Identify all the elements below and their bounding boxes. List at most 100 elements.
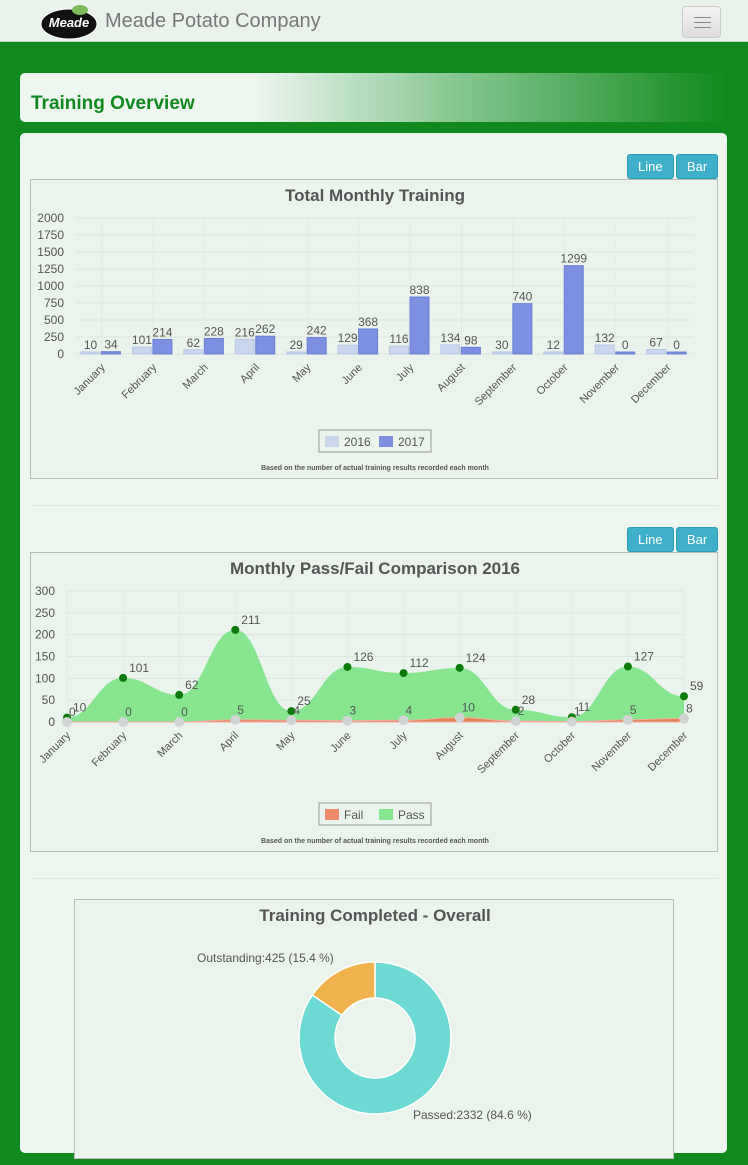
point-fail <box>679 713 689 724</box>
data-label: 1 <box>574 705 581 719</box>
bar-2016 <box>646 348 667 355</box>
chart1-line-button[interactable]: Line <box>627 154 674 179</box>
point-fail <box>510 716 521 727</box>
bar-2017 <box>512 303 533 355</box>
pie-slice-passed <box>298 961 452 1115</box>
bar-2017 <box>152 338 173 355</box>
legend <box>318 802 432 826</box>
point-fail <box>398 715 409 726</box>
data-label: 116 <box>389 332 408 346</box>
bar-2017 <box>563 265 584 355</box>
bar-2016 <box>286 351 307 355</box>
data-label: 0 <box>622 338 629 352</box>
point-pass <box>287 707 296 716</box>
bar-2017 <box>409 296 430 355</box>
data-label: 0 <box>125 705 132 719</box>
data-label: 62 <box>185 678 199 692</box>
legend-swatch <box>325 436 339 447</box>
chart-subtitle: Based on the number of actual training r… <box>261 465 489 472</box>
data-label: 10 <box>73 701 87 715</box>
data-label: 101 <box>129 661 149 675</box>
x-tick-label: November <box>578 361 623 406</box>
data-label: 214 <box>152 325 172 339</box>
navbar: Meade Meade Potato Company <box>0 0 748 42</box>
bar-2017 <box>615 351 636 355</box>
data-label: 740 <box>512 290 532 304</box>
data-label: 8 <box>686 702 693 716</box>
brand-name[interactable]: Meade Potato Company <box>105 10 321 32</box>
company-logo[interactable]: Meade <box>40 4 100 40</box>
data-label: 11 <box>578 700 591 714</box>
y-tick-label: 1500 <box>37 245 64 259</box>
data-label: 126 <box>353 650 373 664</box>
data-label: 112 <box>410 656 429 670</box>
x-tick-label: December <box>646 729 691 774</box>
point-pass <box>343 662 352 671</box>
data-label: 242 <box>307 324 327 338</box>
data-label: 5 <box>237 703 244 717</box>
y-tick-label: 300 <box>35 584 55 598</box>
x-tick-label: March <box>181 362 211 392</box>
point-pass <box>399 669 408 678</box>
page-title: Training Overview <box>31 93 195 114</box>
data-label: 132 <box>595 331 615 345</box>
y-tick-label: 200 <box>35 628 55 642</box>
bar-2017 <box>203 337 224 355</box>
point-pass <box>623 662 632 671</box>
point-fail <box>286 715 297 726</box>
bar-2016 <box>491 351 512 355</box>
x-tick-label: May <box>290 361 314 385</box>
data-label: 98 <box>464 333 478 347</box>
x-tick-label: February <box>90 729 130 769</box>
y-tick-label: 500 <box>44 313 64 327</box>
chart-title: Monthly Pass/Fail Comparison 2016 <box>230 559 520 578</box>
bar-2016 <box>183 349 204 355</box>
page-header: Training Overview <box>20 73 727 122</box>
data-label: 0 <box>673 338 680 352</box>
x-tick-label: October <box>534 361 570 397</box>
chart2-bar-button[interactable]: Bar <box>676 527 719 552</box>
y-tick-label: 1250 <box>37 262 64 276</box>
point-pass <box>680 692 688 701</box>
bar-2017 <box>101 351 121 355</box>
bar-2017 <box>306 337 327 355</box>
x-tick-label: June <box>328 730 353 755</box>
bar-2016 <box>543 351 564 355</box>
chart1-bar-button[interactable]: Bar <box>676 154 719 179</box>
bar-2017 <box>255 335 276 355</box>
data-label: 25 <box>297 694 311 708</box>
data-label: 2 <box>518 704 525 718</box>
pass-fail-chart: Monthly Pass/Fail Comparison 2016 0 50 100 1… <box>30 552 718 852</box>
x-tick-label: February <box>120 361 160 401</box>
pie-label-passed: Passed:2332 (84.6 %) <box>413 1108 532 1122</box>
x-tick-label: April <box>217 730 241 754</box>
data-label: 368 <box>358 315 378 329</box>
data-label: 134 <box>440 331 460 345</box>
x-tick-label: September <box>475 729 522 776</box>
x-tick-label: August <box>433 730 466 763</box>
legend-swatch <box>379 809 393 820</box>
data-label: 127 <box>634 650 654 664</box>
area-pass <box>67 629 684 722</box>
menu-toggle-button[interactable] <box>682 6 721 38</box>
point-fail <box>174 717 185 727</box>
legend-swatch <box>325 809 339 820</box>
x-tick-label: September <box>473 361 520 408</box>
data-label: 0 <box>69 705 76 719</box>
point-pass <box>175 690 184 699</box>
chart-title: Total Monthly Training <box>285 186 465 205</box>
data-label: 262 <box>255 322 275 336</box>
y-tick-label: 150 <box>35 650 55 664</box>
data-label: 0 <box>181 705 188 719</box>
svg-text:Meade: Meade <box>49 15 89 30</box>
y-tick-label: 250 <box>35 606 55 620</box>
legend-label: 2016 <box>344 435 371 449</box>
data-label: 10 <box>84 338 98 352</box>
pie-slice-outstanding <box>311 961 376 1017</box>
y-tick-label: 250 <box>44 330 64 344</box>
chart2-line-button[interactable]: Line <box>627 527 674 552</box>
data-label: 4 <box>293 703 300 717</box>
data-label: 211 <box>241 613 260 627</box>
point-pass <box>511 705 520 714</box>
data-label: 10 <box>462 701 476 715</box>
